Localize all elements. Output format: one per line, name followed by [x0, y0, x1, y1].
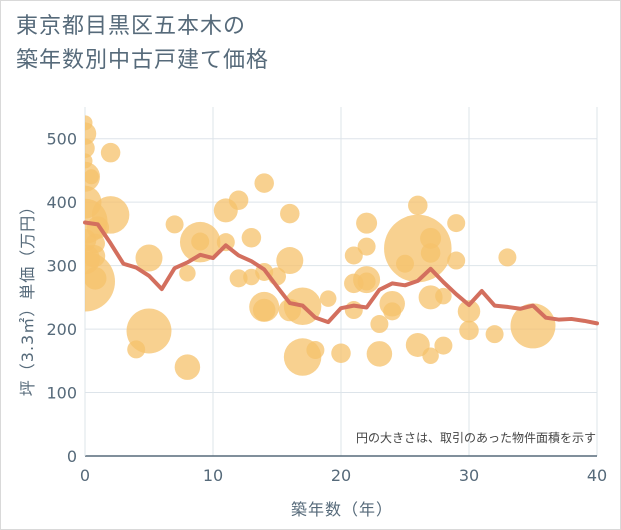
data-bubble	[306, 341, 325, 360]
data-bubble	[280, 203, 300, 224]
average-line-layer	[83, 220, 599, 326]
data-bubble	[191, 232, 210, 251]
data-bubble	[174, 354, 201, 380]
data-bubble	[418, 285, 443, 310]
data-bubble	[434, 336, 453, 355]
y-axis-title: 坪（3.3㎡）単価（万円）	[18, 198, 37, 396]
data-bubble	[420, 243, 441, 263]
data-bubble	[370, 315, 389, 334]
data-bubble	[447, 214, 466, 233]
data-bubble	[408, 195, 428, 216]
data-bubble	[252, 298, 276, 322]
y-tick-label: 100	[46, 384, 77, 403]
x-tick-label: 40	[587, 466, 607, 485]
data-bubble	[276, 247, 304, 275]
data-bubble	[435, 287, 452, 305]
data-bubble	[91, 196, 130, 234]
data-bubble	[384, 214, 452, 283]
data-bubble	[366, 341, 393, 367]
data-bubble	[179, 265, 196, 282]
data-bubble	[383, 302, 402, 321]
x-axis-title: 築年数（年）	[291, 500, 393, 519]
average-price-line	[83, 220, 599, 326]
data-bubble	[457, 300, 481, 323]
data-bubble	[344, 246, 363, 265]
data-bubble	[357, 237, 376, 256]
y-tick-label: 300	[46, 257, 77, 276]
data-bubble	[254, 173, 274, 193]
x-tick-label: 10	[203, 466, 223, 485]
chart-title: 東京都目黒区五本木の 築年数別中古戸建て価格	[16, 10, 269, 78]
data-bubble	[126, 308, 172, 354]
data-bubble	[357, 272, 376, 291]
data-bubble	[422, 347, 439, 364]
y-tick-label: 0	[67, 447, 77, 466]
data-bubble	[85, 169, 99, 185]
data-bubble	[498, 248, 517, 267]
data-bubble	[241, 227, 262, 248]
bubble-size-note: 円の大きさは、取引のあった物件面積を示す	[356, 430, 596, 445]
data-bubble	[319, 290, 337, 307]
data-bubble	[85, 138, 95, 158]
x-tick-label: 20	[331, 466, 351, 485]
data-bubble	[229, 269, 248, 288]
data-bubble	[485, 325, 504, 344]
data-bubble	[420, 227, 442, 249]
data-bubble	[228, 190, 249, 211]
data-bubble	[447, 251, 466, 270]
data-bubble	[459, 320, 479, 341]
data-bubble	[135, 244, 163, 272]
chart-title-line-2: 築年数別中古戸建て価格	[16, 48, 270, 73]
bubble-layer	[85, 115, 556, 380]
chart-title-line-1: 東京都目黒区五本木の	[16, 14, 247, 39]
data-bubble	[356, 212, 378, 234]
data-bubble	[100, 142, 121, 163]
data-bubble	[165, 215, 184, 234]
data-bubble	[331, 343, 351, 363]
x-tick-label: 0	[80, 466, 90, 485]
data-bubble	[85, 267, 107, 290]
y-tick-label: 500	[46, 130, 77, 149]
y-tick-label: 200	[46, 320, 77, 339]
data-bubble	[405, 332, 430, 357]
y-tick-label: 400	[46, 193, 77, 212]
x-tick-label: 30	[459, 466, 479, 485]
grid-lines	[84, 107, 598, 457]
